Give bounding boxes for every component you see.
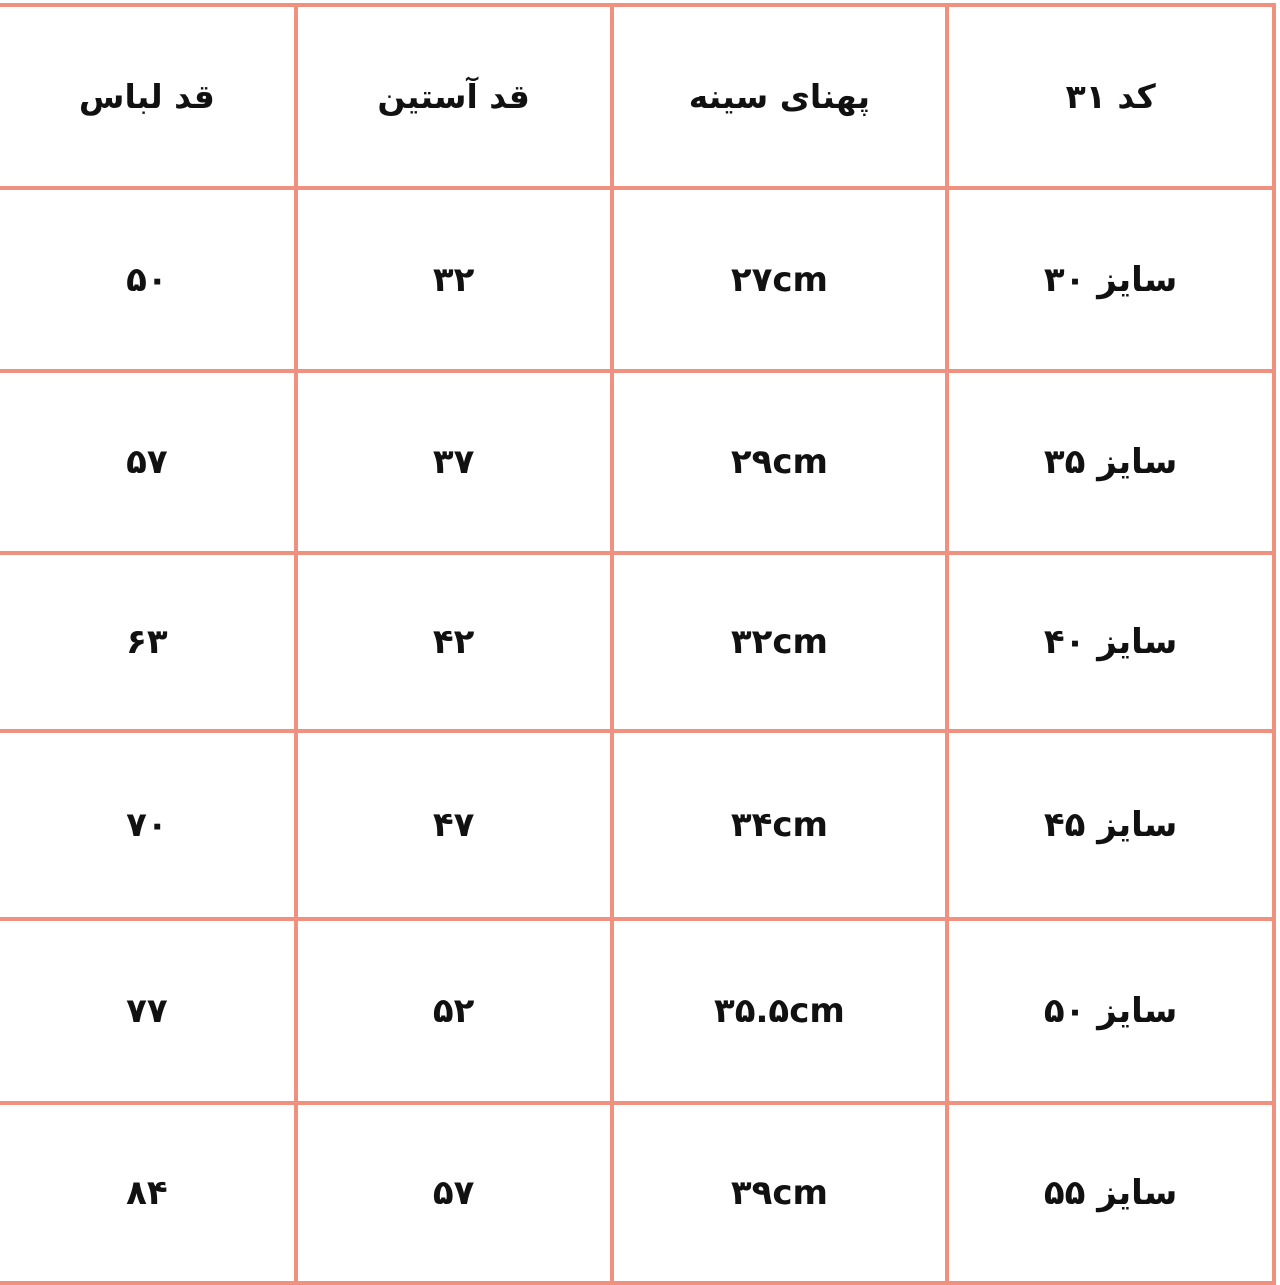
garment-length-cell: ۸۴ (0, 1101, 298, 1285)
chest-width-cell: ۳۵.۵cm (609, 917, 950, 1105)
sleeve-length-cell: ۴۲ (293, 551, 614, 733)
sleeve-length-cell: ۴۷ (293, 729, 614, 921)
size-cell: سایز ۴۵ (945, 729, 1276, 921)
chest-width-cell: ۳۴cm (609, 729, 950, 921)
header-sleeve-length: قد آستین (293, 3, 614, 190)
header-garment-length: قد لباس (0, 3, 298, 190)
garment-length-cell: ۶۳ (0, 551, 298, 733)
sleeve-length-cell: ۳۲ (293, 186, 614, 373)
table-row: سایز ۳۰ ۲۷cm ۳۲ ۵۰ (0, 186, 1276, 373)
sleeve-length-cell: ۵۷ (293, 1101, 614, 1285)
garment-length-cell: ۵۰ (0, 186, 298, 373)
table-row: سایز ۴۰ ۳۲cm ۴۲ ۶۳ (0, 551, 1276, 733)
garment-length-cell: ۵۷ (0, 369, 298, 555)
chest-width-cell: ۲۷cm (609, 186, 950, 373)
sleeve-length-cell: ۵۲ (293, 917, 614, 1105)
header-row: کد ۳۱ پهنای سینه قد آستین قد لباس (0, 3, 1276, 190)
header-chest-width: پهنای سینه (609, 3, 950, 190)
table-row: سایز ۳۵ ۲۹cm ۳۷ ۵۷ (0, 369, 1276, 555)
size-cell: سایز ۵۵ (945, 1101, 1276, 1285)
sleeve-length-cell: ۳۷ (293, 369, 614, 555)
garment-length-cell: ۷۰ (0, 729, 298, 921)
table-row: سایز ۵۰ ۳۵.۵cm ۵۲ ۷۷ (0, 917, 1276, 1105)
size-cell: سایز ۳۵ (945, 369, 1276, 555)
chest-width-cell: ۳۹cm (609, 1101, 950, 1285)
header-code: کد ۳۱ (945, 3, 1276, 190)
size-cell: سایز ۴۰ (945, 551, 1276, 733)
size-cell: سایز ۳۰ (945, 186, 1276, 373)
chest-width-cell: ۲۹cm (609, 369, 950, 555)
chest-width-cell: ۳۲cm (609, 551, 950, 733)
size-cell: سایز ۵۰ (945, 917, 1276, 1105)
table-row: سایز ۴۵ ۳۴cm ۴۷ ۷۰ (0, 729, 1276, 921)
garment-length-cell: ۷۷ (0, 917, 298, 1105)
table-row: سایز ۵۵ ۳۹cm ۵۷ ۸۴ (0, 1101, 1276, 1285)
size-table: کد ۳۱ پهنای سینه قد آستین قد لباس سایز ۳… (0, 3, 1276, 1285)
